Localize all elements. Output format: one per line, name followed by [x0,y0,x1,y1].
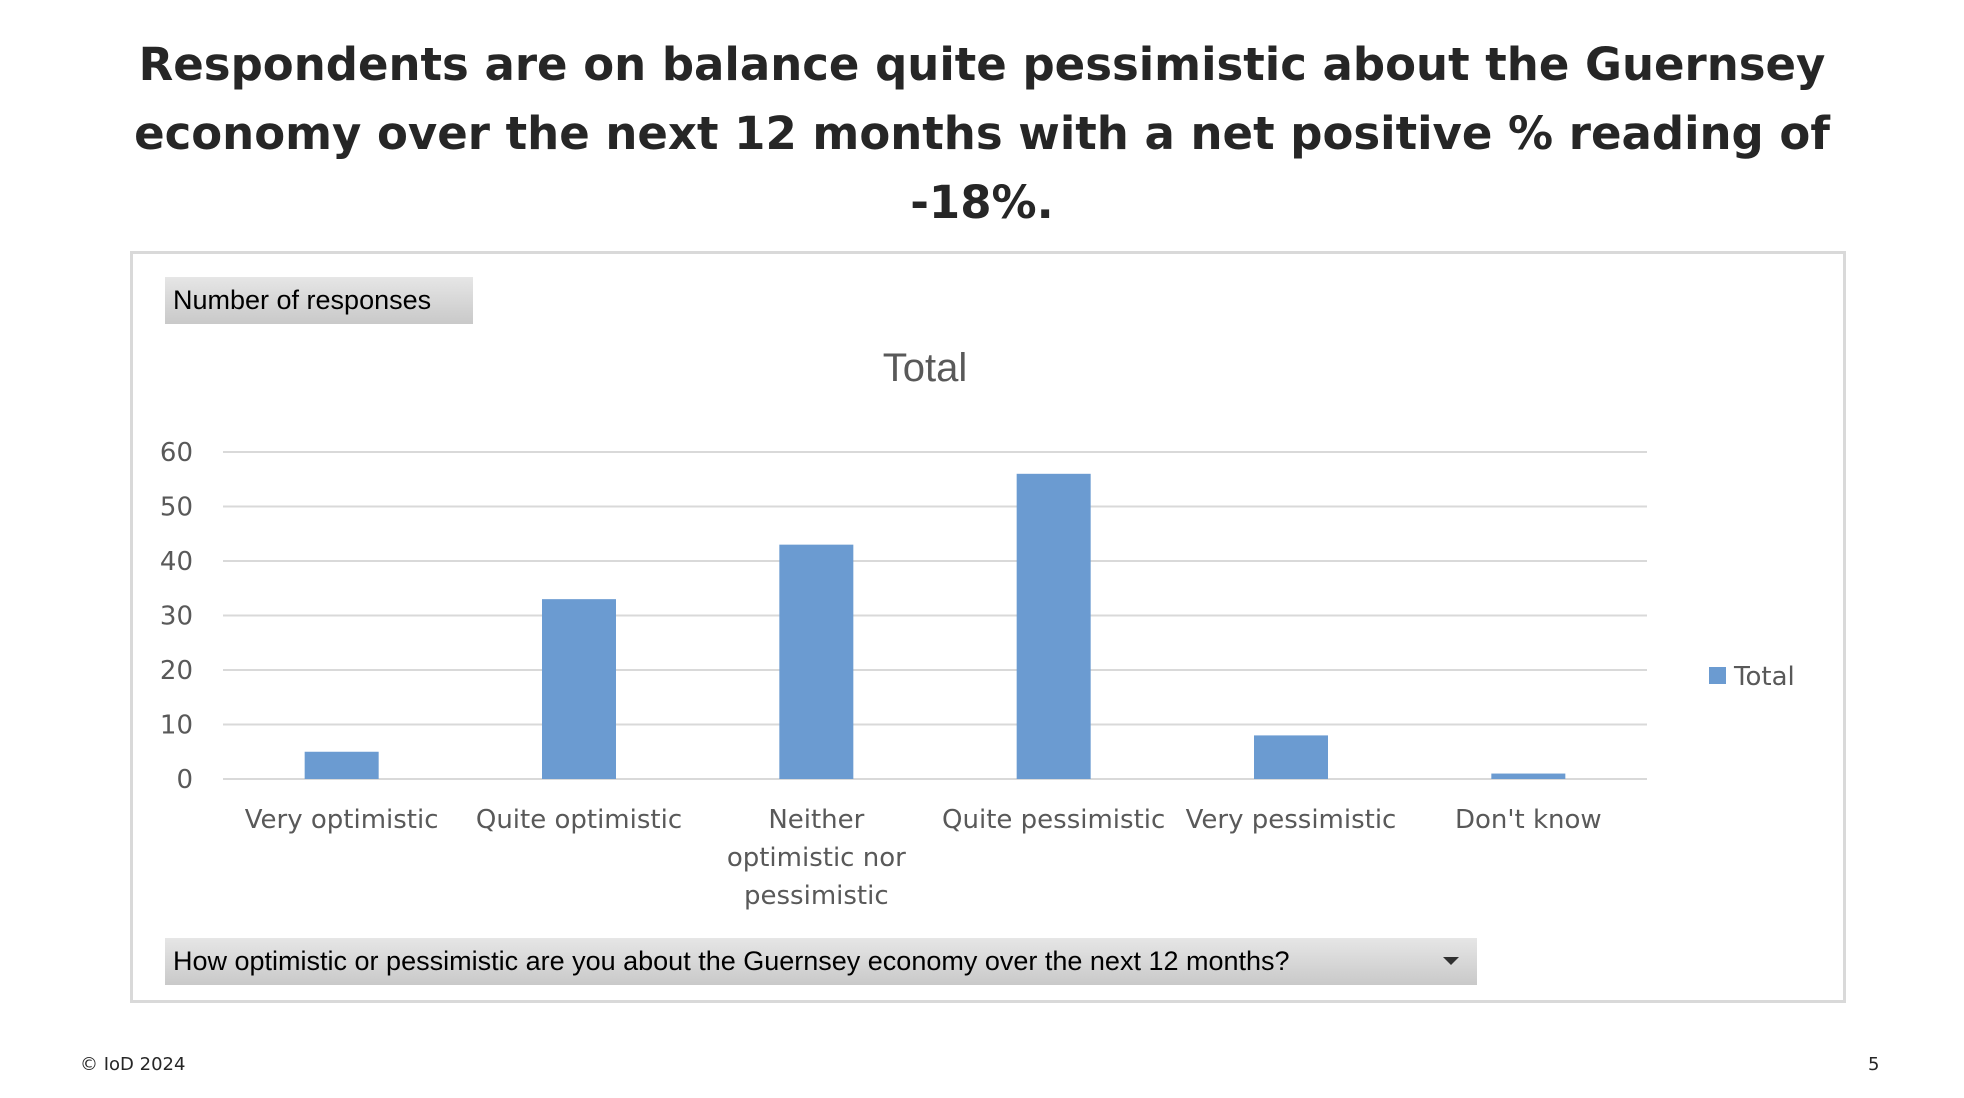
slide-title-line-1: Respondents are on balance quite pessimi… [138,38,1826,91]
bar [1016,473,1091,779]
chevron-down-icon[interactable] [1443,957,1459,965]
values-field-button[interactable]: Number of responses [165,277,473,324]
y-tick-label: 20 [160,656,193,686]
x-tick-label: pessimistic [744,881,889,911]
y-tick-label: 40 [160,547,193,577]
x-tick-label: Quite pessimistic [942,805,1165,835]
bar [1254,735,1328,779]
bar [779,544,854,779]
x-tick-label: optimistic nor [727,843,906,873]
axis-field-button[interactable]: How optimistic or pessimistic are you ab… [165,938,1477,985]
y-tick-label: 0 [176,765,193,795]
x-tick-label: Very pessimistic [1186,805,1397,835]
legend-swatch [1709,667,1726,684]
x-tick-label: Don't know [1455,805,1602,835]
axis-field-label: How optimistic or pessimistic are you ab… [173,946,1290,976]
footer-copyright: © IoD 2024 [80,1054,186,1075]
y-tick-label: 50 [160,493,193,523]
legend-label: Total [1733,662,1795,692]
y-tick-label: 60 [160,438,193,468]
slide-title-line-2: economy over the next 12 months with a n… [134,107,1830,229]
chart-title: Total [883,346,968,390]
bar [304,751,379,779]
bar [542,599,616,779]
values-field-label: Number of responses [173,285,432,315]
x-tick-label: Neither [768,805,864,835]
x-tick-label: Very optimistic [245,805,439,835]
y-tick-label: 30 [160,602,193,632]
bar [1491,773,1566,779]
page-number: 5 [1868,1054,1880,1075]
y-tick-label: 10 [160,711,193,741]
bar-chart: Total 0 10 20 30 40 50 60 Very optimistic Quite o… [160,346,1795,911]
x-tick-label: Quite optimistic [476,805,682,835]
pivot-chart-frame: Total 0 10 20 30 40 50 60 Very optimistic Quite o… [130,251,1846,1003]
